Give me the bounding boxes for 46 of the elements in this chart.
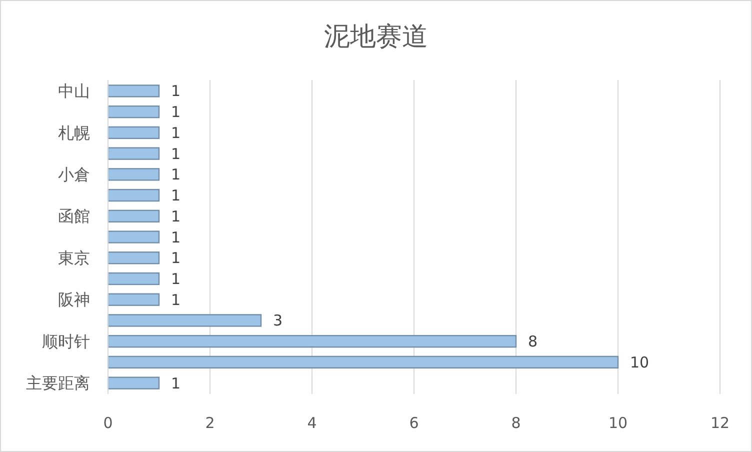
data-label: 1 (171, 82, 181, 100)
bar (107, 147, 160, 160)
bar (107, 293, 160, 306)
x-tick-label: 10 (608, 414, 628, 432)
x-tick-label: 8 (511, 414, 521, 432)
data-label: 3 (273, 312, 283, 330)
data-label: 1 (171, 144, 181, 163)
bar (107, 168, 160, 181)
y-tick-label: 顺时针 (42, 332, 90, 351)
data-label: 1 (171, 186, 181, 205)
bar (107, 376, 160, 390)
y-tick-label: 主要距离 (26, 374, 90, 393)
y-tick-label: 札幌 (58, 123, 90, 142)
data-label: 1 (171, 103, 181, 122)
data-label: 1 (171, 124, 181, 142)
data-label: 1 (171, 228, 181, 246)
data-label: 1 (171, 166, 181, 184)
bar (107, 334, 517, 348)
bar (107, 272, 160, 286)
x-tick-label: 0 (103, 414, 113, 432)
bar (107, 356, 619, 369)
y-tick-label: 中山 (58, 82, 90, 101)
x-tick-label: 6 (409, 414, 419, 432)
bar (107, 230, 160, 244)
data-label: 1 (171, 207, 181, 226)
y-tick-label: 小倉 (58, 165, 90, 184)
bar (107, 84, 160, 98)
bar (107, 126, 160, 140)
data-label: 10 (630, 353, 650, 372)
bar (107, 252, 160, 264)
bar (107, 188, 160, 202)
data-label: 8 (528, 332, 538, 351)
bar (107, 105, 160, 118)
y-tick-label: 東京 (58, 248, 90, 268)
data-label: 1 (171, 249, 181, 268)
bar (107, 210, 160, 222)
data-label: 1 (171, 270, 181, 288)
x-tick-label: 2 (205, 414, 215, 432)
data-label: 1 (171, 290, 181, 309)
x-tick-label: 4 (307, 414, 317, 432)
chart-title: 泥地赛道 (324, 22, 428, 52)
x-tick-label: 12 (710, 414, 730, 432)
data-label: 1 (171, 374, 181, 392)
bar (107, 314, 262, 327)
y-tick-label: 函館 (58, 206, 90, 226)
y-tick-label: 阪神 (58, 290, 90, 310)
